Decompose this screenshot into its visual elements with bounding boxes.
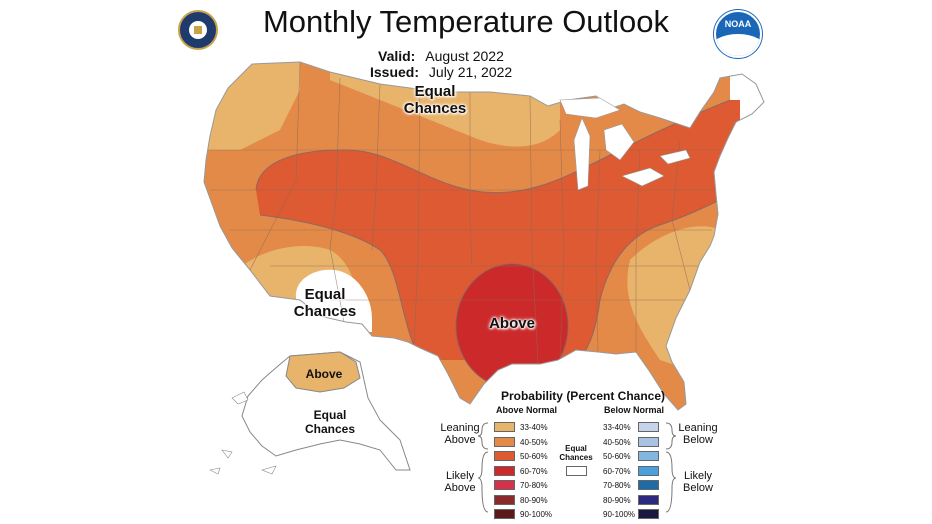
legend-swatch-below [638, 422, 659, 432]
legend-label-above: 33-40% [520, 423, 548, 432]
legend-swatch-above [494, 436, 515, 447]
legend-swatch-above [494, 494, 515, 505]
legend-label-above: 60-70% [520, 466, 548, 476]
issued-label: Issued: [370, 64, 420, 80]
legend-swatch-above [494, 465, 515, 476]
legend-label-below: 80-90% [603, 495, 631, 505]
legend-label-above: 80-90% [520, 495, 548, 505]
legend-label-below: 90-100% [603, 510, 636, 519]
legend-leaning-below: Leaning Below [678, 422, 718, 446]
label-above-alaska: Above [305, 367, 343, 381]
legend-swatch-below [638, 480, 659, 490]
legend-title: Probability (Percent Chance) [500, 389, 666, 403]
legend-equal-chances-label: Equal Chances [559, 444, 593, 462]
legend-likely-above: Likely Above [444, 470, 476, 494]
legend-swatch-below [638, 494, 659, 505]
valid-value: August 2022 [425, 48, 504, 64]
label-equal-chances-north: Equal Chances [403, 83, 467, 117]
alaska-region [209, 351, 411, 475]
legend-label-below: 70-80% [603, 481, 631, 490]
label-above-south-central: Above [489, 315, 535, 332]
valid-label: Valid: [378, 48, 416, 64]
noaa-logo-text: NOAA [724, 19, 752, 29]
legend-label-above: 40-50% [520, 437, 548, 447]
legend-label-above: 50-60% [520, 452, 548, 461]
legend-label-above: 90-100% [520, 510, 553, 519]
legend-swatch-above [494, 480, 515, 490]
valid-line: Valid: August 2022 [378, 48, 504, 64]
commerce-seal-icon [178, 10, 218, 50]
label-equal-chances-alaska: Equal Chances [304, 408, 356, 436]
legend-label-below: 40-50% [603, 437, 631, 447]
label-equal-chances-southwest: Equal Chances [293, 286, 357, 320]
legend-swatch-below [638, 509, 659, 519]
issued-line: Issued: July 21, 2022 [370, 64, 512, 80]
noaa-logo-icon: NOAA [714, 10, 762, 58]
legend-label-below: 50-60% [603, 452, 631, 461]
legend-swatch-above [494, 451, 515, 461]
issued-value: July 21, 2022 [428, 64, 513, 80]
legend-swatch-above [494, 422, 515, 432]
legend-label-below: 33-40% [603, 423, 631, 432]
legend-swatch-below [638, 451, 659, 461]
legend-label-below: 60-70% [603, 466, 631, 476]
legend-label-above: 70-80% [520, 481, 548, 490]
legend-swatch-above [494, 509, 515, 519]
legend-leaning-above: Leaning Above [440, 422, 480, 446]
page-title: Monthly Temperature Outlook [262, 4, 670, 39]
legend-likely-below: Likely Below [683, 470, 713, 494]
legend-above-header: Above Normal [496, 405, 558, 415]
legend-swatch-below [638, 465, 659, 476]
legend-swatch-below [638, 436, 659, 447]
legend-below-header: Below Normal [604, 405, 665, 415]
legend-swatch-equal [566, 466, 587, 476]
